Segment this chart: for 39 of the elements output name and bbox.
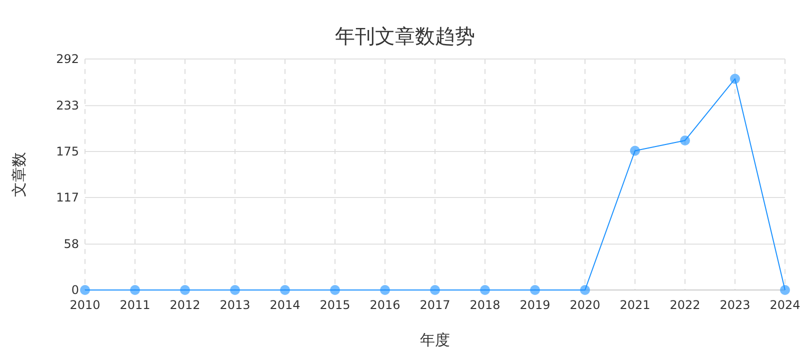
y-tick-label: 292: [56, 52, 79, 66]
x-tick-label: 2021: [620, 298, 650, 312]
point: [330, 285, 340, 295]
point: [580, 285, 590, 295]
point: [480, 285, 490, 295]
x-tick-label: 2023: [720, 298, 750, 312]
y-tick-label: 58: [64, 237, 79, 252]
x-axis-title: 年度: [420, 331, 450, 349]
point: [780, 285, 790, 295]
x-tick-label: 2017: [420, 298, 450, 312]
point: [680, 135, 690, 146]
y-tick-label: 175: [56, 144, 79, 159]
x-tick-label: 2019: [520, 298, 550, 312]
point: [630, 146, 640, 156]
y-axis-title: 文章数: [10, 152, 28, 197]
x-tick-label: 2014: [270, 298, 300, 312]
point: [130, 285, 140, 295]
point: [430, 285, 440, 295]
x-tick-label: 2018: [470, 298, 500, 312]
x-tick-label: 2016: [370, 298, 400, 312]
x-tick-label: 2012: [170, 298, 200, 312]
point: [530, 285, 540, 295]
point: [380, 285, 390, 295]
y-tick-label: 0: [71, 283, 79, 297]
x-tick-label: 2013: [220, 298, 250, 312]
point: [280, 285, 290, 295]
y-tick-label: 117: [56, 190, 79, 204]
x-tick-label: 2024: [770, 298, 800, 312]
point: [730, 74, 740, 84]
x-tick-label: 2022: [670, 298, 700, 312]
y-tick-label: 233: [56, 98, 79, 113]
chart-title: 年刊文章数趋势: [335, 24, 475, 48]
x-tick-label: 2015: [320, 298, 350, 312]
x-tick-label: 2011: [120, 298, 150, 312]
point: [180, 285, 190, 295]
point: [80, 285, 90, 295]
x-tick-label: 2020: [570, 298, 600, 312]
x-tick-label: 2010: [70, 298, 100, 312]
point: [230, 285, 240, 295]
